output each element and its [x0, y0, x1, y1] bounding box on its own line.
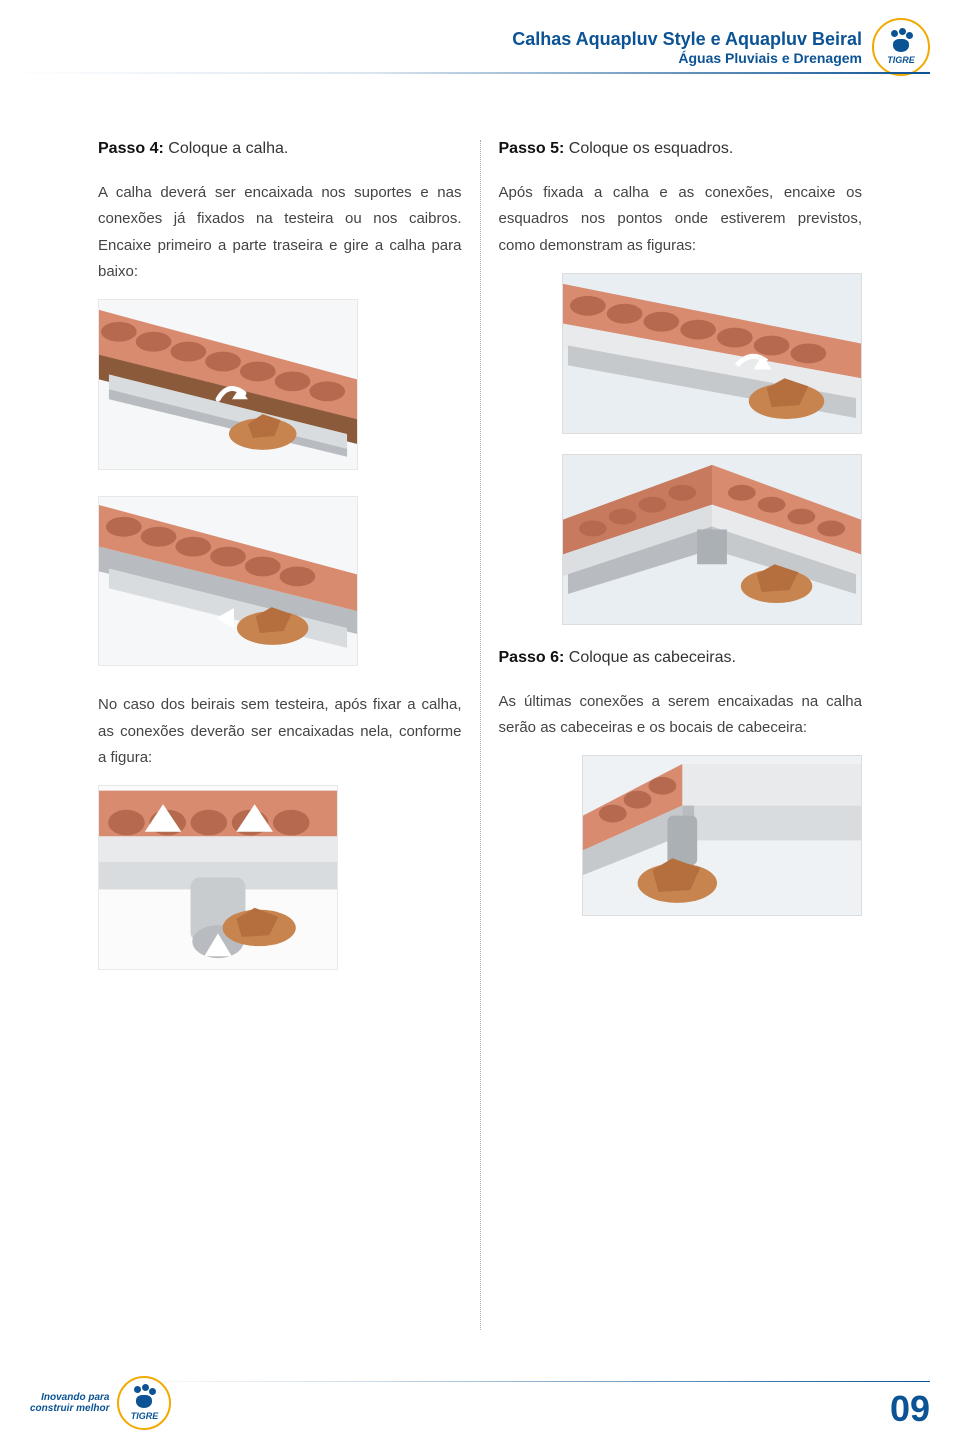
paw-icon — [888, 30, 914, 54]
right-column: Passo 5: Coloque os esquadros. Após fixa… — [481, 140, 881, 1330]
step-6-text: As últimas conexões a serem encaixadas n… — [499, 689, 863, 742]
header-title: Calhas Aquapluv Style e Aquapluv Beiral — [512, 29, 862, 50]
left-column: Passo 4: Coloque a calha. A calha deverá… — [80, 140, 481, 1330]
figure-step4-b — [98, 496, 358, 667]
page-footer: Inovando para construir melhor TIGRE 09 — [0, 1376, 930, 1430]
content-area: Passo 4: Coloque a calha. A calha deverá… — [80, 140, 880, 1330]
header-text-block: Calhas Aquapluv Style e Aquapluv Beiral … — [512, 29, 862, 66]
step-6-label: Passo 6: — [499, 649, 565, 666]
step-4-text-2: No caso dos beirais sem testeira, após f… — [98, 692, 462, 771]
figure-step4-a — [98, 299, 358, 470]
page-header: Calhas Aquapluv Style e Aquapluv Beiral … — [512, 18, 930, 76]
figure-step6 — [582, 755, 862, 916]
header-rule — [0, 72, 930, 74]
brand-logo: TIGRE — [872, 18, 930, 76]
footer-logo: TIGRE — [117, 1376, 171, 1430]
step-4-text-1: A calha deverá ser encaixada nos suporte… — [98, 180, 462, 285]
step-4-title: Coloque a calha. — [164, 140, 289, 157]
step-4-label: Passo 4: — [98, 140, 164, 157]
step-5-heading: Passo 5: Coloque os esquadros. — [499, 140, 863, 158]
paw-icon — [131, 1386, 157, 1410]
step-5-label: Passo 5: — [499, 140, 565, 157]
step-5-text: Após fixada a calha e as conexões, encai… — [499, 180, 863, 259]
slogan-line-2: construir melhor — [30, 1403, 109, 1414]
figure-step5-b — [562, 454, 862, 625]
slogan-line-1: Inovando para — [30, 1392, 109, 1403]
figure-step4-c — [98, 785, 338, 970]
footer-brand-block: Inovando para construir melhor TIGRE — [30, 1376, 171, 1430]
figure-step5-a — [562, 273, 862, 434]
step-6-heading: Passo 6: Coloque as cabeceiras. — [499, 649, 863, 667]
brand-name: TIGRE — [887, 55, 915, 65]
page-number: 09 — [890, 1388, 930, 1430]
step-4-heading: Passo 4: Coloque a calha. — [98, 140, 462, 158]
step-5-title: Coloque os esquadros. — [564, 140, 733, 157]
step-6-title: Coloque as cabeceiras. — [564, 649, 736, 666]
footer-brand-name: TIGRE — [131, 1411, 159, 1421]
footer-slogan: Inovando para construir melhor — [30, 1392, 109, 1414]
header-subtitle: Águas Pluviais e Drenagem — [512, 50, 862, 66]
